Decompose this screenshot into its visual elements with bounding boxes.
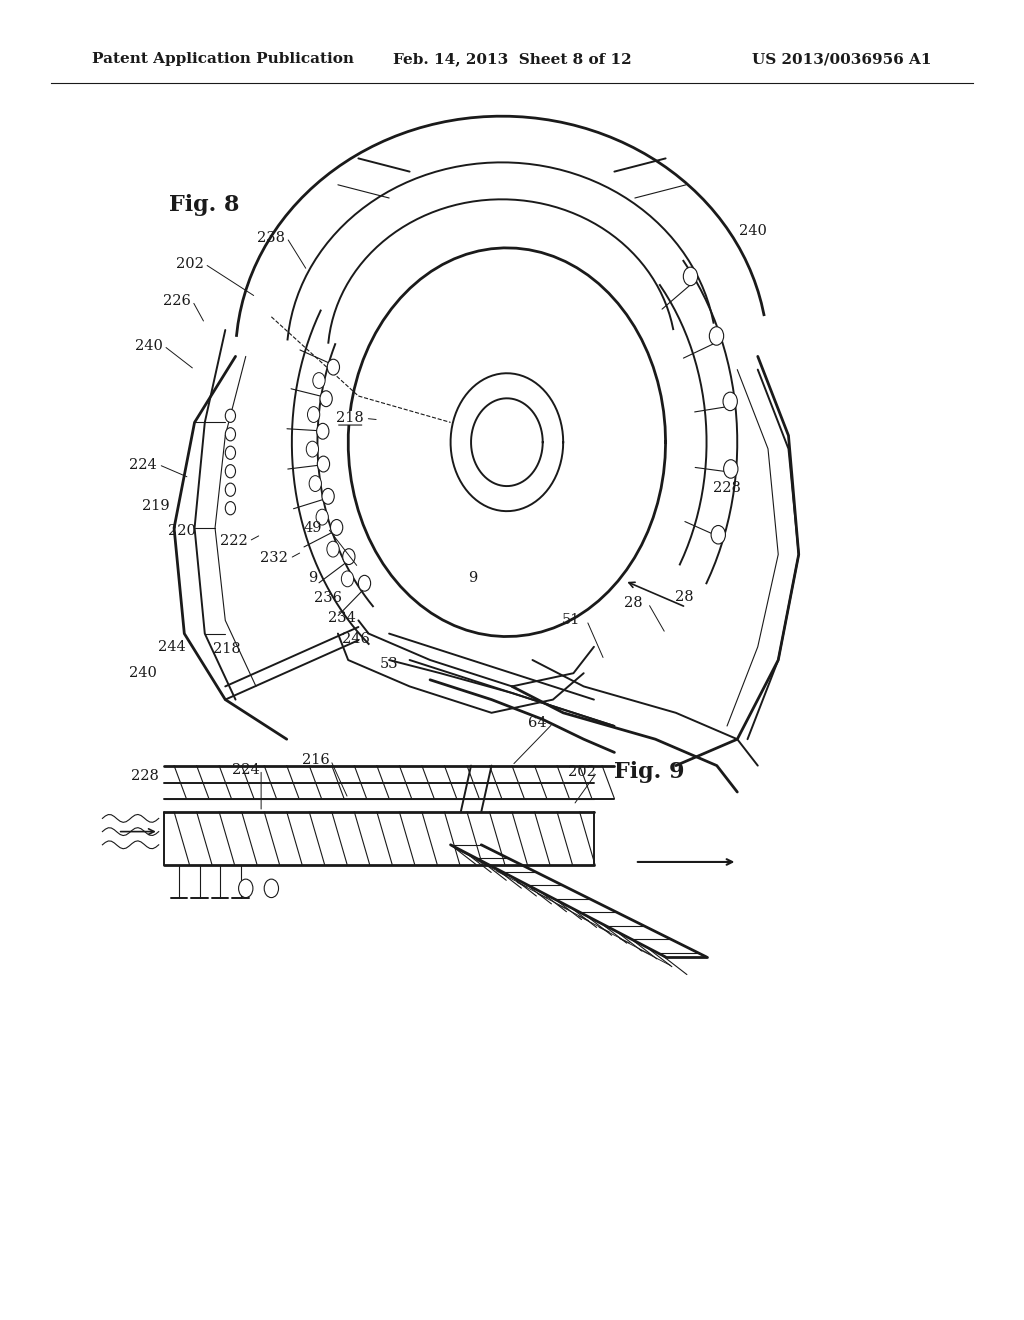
Text: 202: 202 — [175, 257, 204, 271]
Circle shape — [307, 407, 319, 422]
Circle shape — [264, 879, 279, 898]
Text: US 2013/0036956 A1: US 2013/0036956 A1 — [753, 53, 932, 66]
Text: 224: 224 — [231, 763, 260, 776]
Circle shape — [710, 327, 724, 346]
Circle shape — [309, 475, 322, 491]
Text: 228: 228 — [713, 482, 741, 495]
Circle shape — [306, 441, 318, 457]
Text: 216: 216 — [301, 754, 330, 767]
Text: 28: 28 — [675, 590, 693, 603]
Text: 53: 53 — [380, 657, 398, 671]
Text: Fig. 8: Fig. 8 — [169, 194, 240, 215]
Circle shape — [724, 459, 738, 478]
Text: 240: 240 — [129, 667, 158, 680]
Circle shape — [327, 541, 339, 557]
Circle shape — [316, 510, 329, 525]
Text: 226: 226 — [163, 294, 191, 308]
Text: 49: 49 — [303, 521, 322, 535]
Text: 228: 228 — [131, 770, 160, 783]
Text: 240: 240 — [134, 339, 163, 352]
Circle shape — [225, 502, 236, 515]
Circle shape — [328, 359, 340, 375]
Text: 218: 218 — [213, 643, 242, 656]
Circle shape — [225, 465, 236, 478]
Text: 220: 220 — [168, 524, 197, 537]
Text: 222: 222 — [219, 535, 248, 548]
Text: Patent Application Publication: Patent Application Publication — [92, 53, 354, 66]
Text: Fig. 9: Fig. 9 — [614, 762, 685, 783]
Text: 9: 9 — [307, 572, 317, 585]
Circle shape — [322, 488, 334, 504]
Text: 202: 202 — [567, 766, 596, 779]
Circle shape — [331, 520, 343, 536]
Circle shape — [225, 483, 236, 496]
Text: 238: 238 — [257, 231, 286, 244]
Text: 236: 236 — [313, 591, 342, 605]
Text: 246: 246 — [342, 632, 371, 645]
Text: 28: 28 — [624, 597, 642, 610]
Circle shape — [317, 457, 330, 473]
Text: 9: 9 — [468, 572, 478, 585]
Text: 219: 219 — [142, 499, 169, 512]
Circle shape — [319, 391, 332, 407]
Circle shape — [312, 372, 325, 388]
Text: 218: 218 — [336, 412, 365, 425]
Circle shape — [358, 576, 371, 591]
Text: Feb. 14, 2013  Sheet 8 of 12: Feb. 14, 2013 Sheet 8 of 12 — [392, 53, 632, 66]
Circle shape — [225, 428, 236, 441]
Text: 224: 224 — [129, 458, 158, 471]
Circle shape — [341, 572, 353, 587]
Text: 64: 64 — [528, 717, 547, 730]
Circle shape — [723, 392, 737, 411]
Circle shape — [683, 267, 697, 285]
Text: 51: 51 — [562, 614, 581, 627]
Circle shape — [239, 879, 253, 898]
Circle shape — [343, 549, 355, 565]
Circle shape — [711, 525, 725, 544]
Circle shape — [225, 409, 236, 422]
Text: 244: 244 — [158, 640, 186, 653]
Circle shape — [316, 424, 329, 440]
Text: 240: 240 — [738, 224, 767, 238]
Text: 218: 218 — [336, 412, 365, 425]
Text: 232: 232 — [260, 552, 289, 565]
Circle shape — [225, 446, 236, 459]
Text: 234: 234 — [328, 611, 356, 624]
